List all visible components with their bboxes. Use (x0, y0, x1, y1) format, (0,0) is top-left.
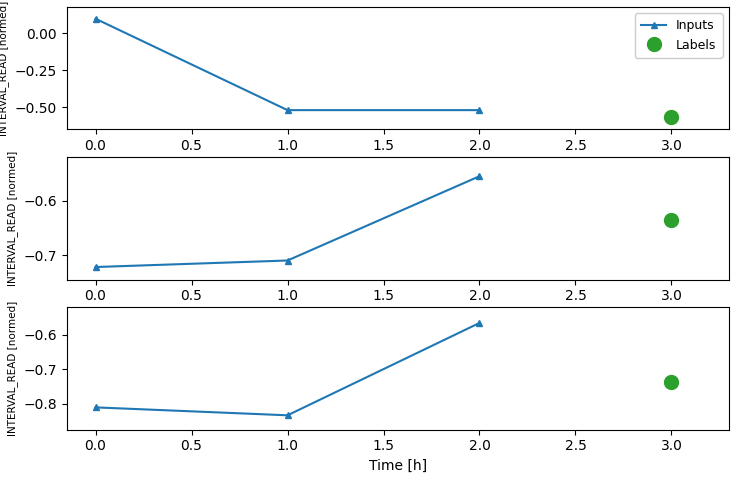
Inputs (283, 107, 292, 113)
Inputs (91, 405, 100, 410)
Line: Inputs: Inputs (92, 320, 483, 419)
Line: Inputs: Inputs (92, 173, 483, 271)
Y-axis label: INTERVAL_READ [normed]: INTERVAL_READ [normed] (7, 151, 18, 286)
Y-axis label: INTERVAL_READ [normed]: INTERVAL_READ [normed] (0, 0, 10, 136)
Y-axis label: INTERVAL_READ [normed]: INTERVAL_READ [normed] (7, 301, 18, 436)
X-axis label: Time [h]: Time [h] (369, 459, 427, 473)
Inputs (283, 412, 292, 418)
Inputs (475, 173, 484, 179)
Inputs (283, 258, 292, 264)
Inputs (91, 264, 100, 270)
Inputs (475, 107, 484, 113)
Line: Inputs: Inputs (92, 15, 483, 114)
Inputs (91, 16, 100, 22)
Legend: Inputs, Labels: Inputs, Labels (635, 13, 723, 58)
Inputs (475, 320, 484, 326)
